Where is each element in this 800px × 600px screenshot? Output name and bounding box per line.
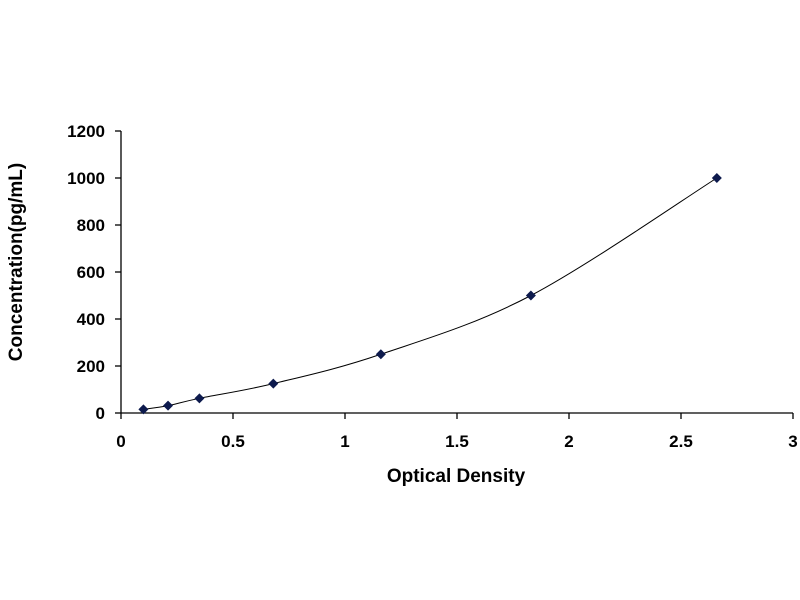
x-tick-label: 1 — [340, 432, 349, 451]
x-axis: 0 0.5 1 1.5 2 2.5 3 — [116, 412, 798, 451]
data-point — [375, 349, 386, 360]
data-point — [525, 290, 536, 301]
x-tick-label: 2.5 — [669, 432, 693, 451]
x-tick-label: 2 — [564, 432, 573, 451]
data-point — [268, 378, 279, 389]
trend-curve — [143, 177, 718, 410]
y-tick-label: 400 — [77, 310, 105, 329]
data-point — [138, 404, 149, 415]
y-tick-label: 1200 — [67, 122, 105, 141]
y-axis: 0 200 400 600 800 1000 1200 — [67, 122, 122, 423]
x-tick-label: 1.5 — [445, 432, 469, 451]
x-tick-label: 0.5 — [221, 432, 245, 451]
y-tick-label: 200 — [77, 357, 105, 376]
y-tick-label: 1000 — [67, 169, 105, 188]
plot-area — [138, 173, 722, 415]
y-tick-label: 600 — [77, 263, 105, 282]
x-tick-label: 0 — [116, 432, 125, 451]
y-tick-label: 800 — [77, 216, 105, 235]
data-point — [194, 393, 205, 404]
y-tick-label: 0 — [96, 404, 105, 423]
data-point — [711, 173, 722, 183]
x-axis-title: Optical Density — [387, 466, 526, 487]
data-point — [163, 400, 174, 411]
y-axis-title: Concentration(pg/mL) — [6, 163, 27, 361]
x-tick-label: 3 — [788, 432, 797, 451]
